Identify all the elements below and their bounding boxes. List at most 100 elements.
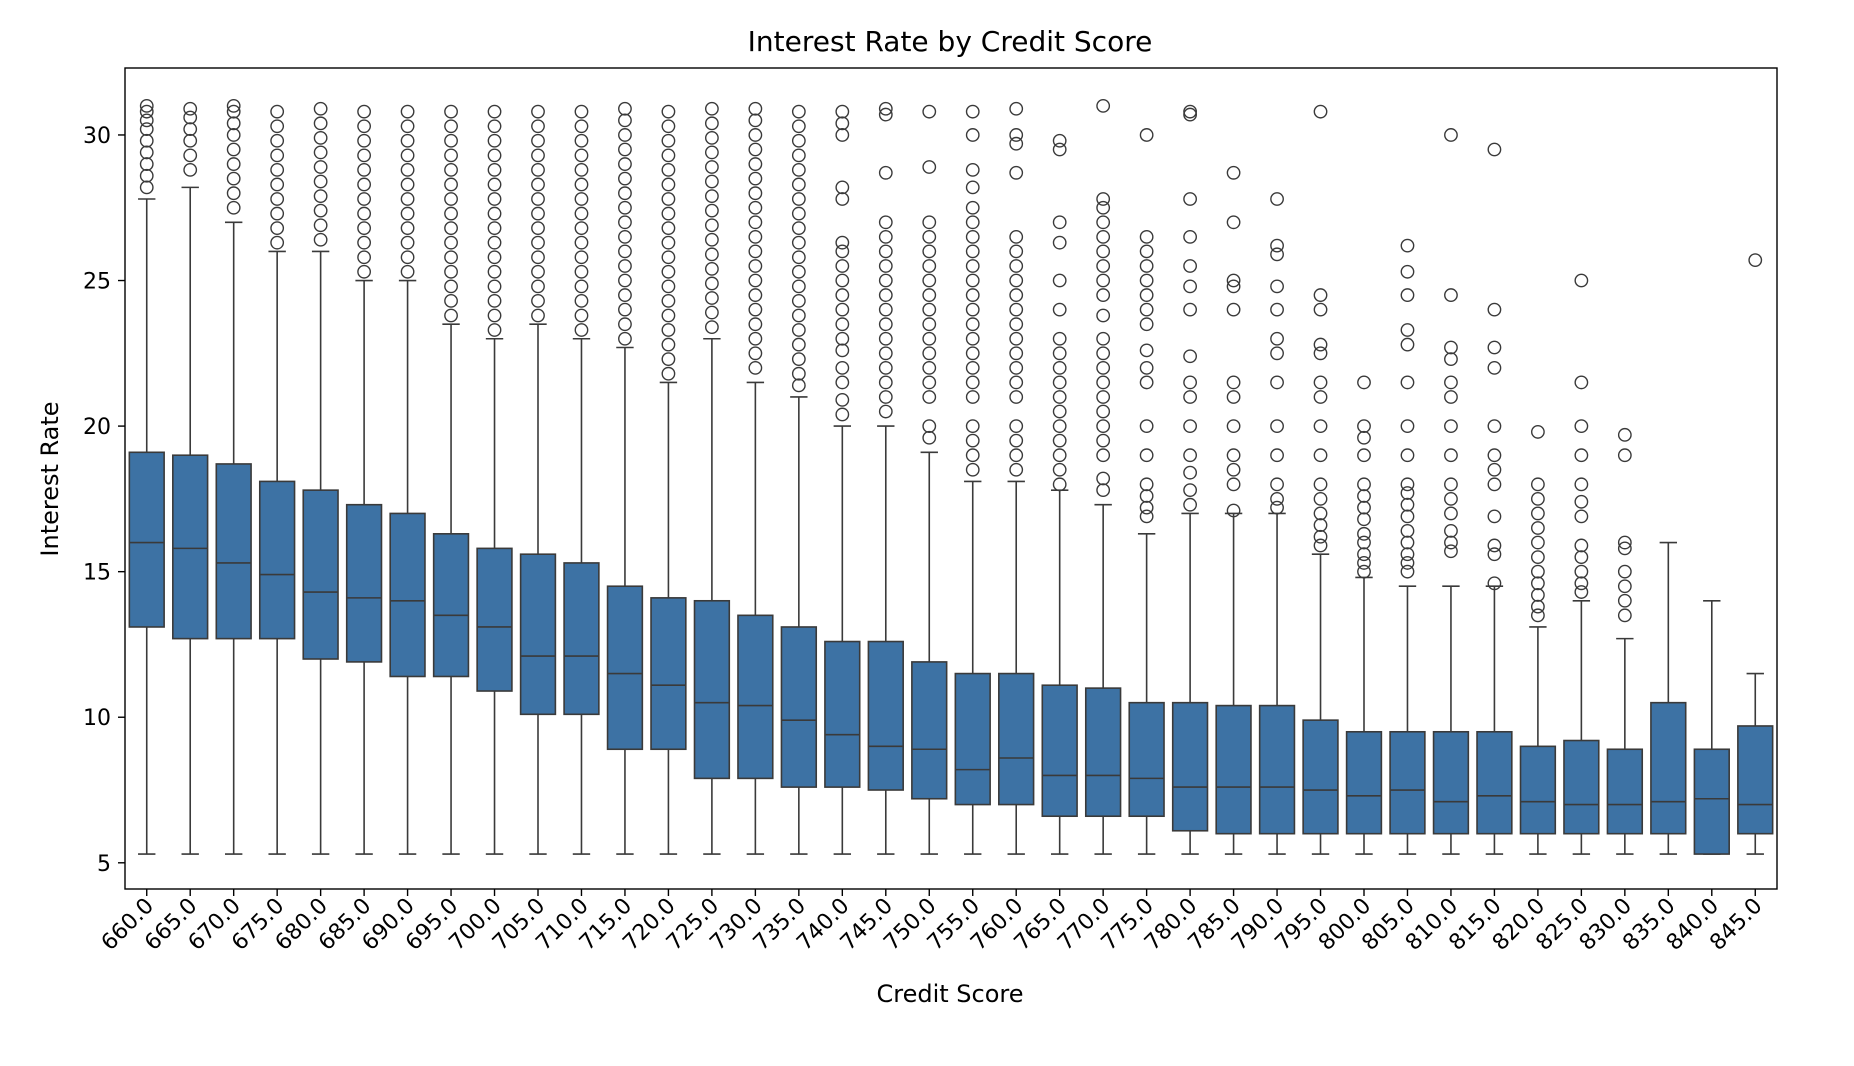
outlier-point [183, 110, 198, 125]
outlier-point [1487, 462, 1502, 477]
outlier-point [1313, 491, 1328, 506]
outlier-point [1096, 273, 1111, 288]
outlier-point [1009, 136, 1024, 151]
outlier-point [487, 206, 502, 221]
outlier-point [1226, 419, 1241, 433]
outlier-point [400, 177, 415, 192]
outlier-point [1574, 273, 1589, 288]
outlier-point [226, 104, 241, 119]
box-group [1650, 541, 1687, 855]
outlier-point [183, 122, 198, 137]
outlier-point [791, 294, 806, 308]
box-group [519, 104, 557, 855]
outlier-point [1139, 273, 1154, 288]
outlier-point [574, 250, 589, 265]
outlier-point [878, 101, 893, 116]
outlier-point [1313, 419, 1328, 433]
outlier-point [878, 390, 893, 404]
outlier-point [1357, 489, 1371, 503]
outlier-point [965, 288, 980, 302]
outlier-point [1183, 279, 1198, 294]
outlier-point [661, 206, 676, 221]
outlier-point [1226, 448, 1241, 463]
outlier-point [1313, 390, 1328, 404]
outlier-point [965, 390, 980, 404]
box [693, 599, 731, 780]
outlier-point [704, 276, 719, 291]
outlier-point [1400, 375, 1415, 390]
outlier-point [748, 302, 763, 317]
outlier-point [531, 279, 545, 294]
outlier-point [1096, 404, 1111, 419]
outlier-point [1444, 390, 1458, 404]
outlier-point [1444, 128, 1458, 142]
outlier-point [313, 203, 328, 218]
outlier-point [1270, 279, 1284, 294]
outlier-point [400, 148, 415, 163]
outlier-point [1009, 165, 1024, 180]
outlier-point [1617, 564, 1632, 579]
outlier-point [1400, 524, 1415, 538]
outlier-point [922, 346, 937, 361]
outlier-point [791, 148, 806, 163]
outlier-point [1226, 503, 1241, 518]
outlier-point [704, 261, 719, 276]
outlier-point [1270, 500, 1284, 515]
outlier-point [1096, 346, 1111, 361]
outlier-point [791, 352, 806, 367]
outlier-point [1357, 500, 1371, 515]
outlier-point [444, 148, 458, 163]
outlier-point [1096, 471, 1111, 486]
outlier-point [357, 221, 372, 236]
outlier-point [400, 162, 415, 177]
outlier-point [1139, 302, 1154, 317]
outlier-point [922, 215, 937, 230]
box [606, 585, 644, 751]
box [1041, 684, 1078, 818]
outlier-point [487, 104, 502, 119]
outlier-point [1313, 506, 1328, 521]
outlier-point [1009, 462, 1024, 477]
outlier-point [618, 273, 632, 288]
outlier-point [531, 221, 545, 236]
outlier-point [1487, 302, 1502, 317]
outlier-point [313, 116, 328, 131]
outlier-point [618, 244, 632, 259]
outlier-point [487, 177, 502, 192]
outlier-point [1183, 419, 1198, 433]
outlier-point [791, 264, 806, 279]
outlier-point [574, 177, 589, 192]
outlier-point [791, 206, 806, 221]
box [867, 640, 904, 791]
outlier-point [1400, 337, 1415, 352]
outlier-point [1183, 465, 1198, 480]
outlier-point [1096, 419, 1111, 433]
outlier-point [1574, 564, 1589, 579]
box [476, 547, 513, 692]
outlier-point [1009, 419, 1024, 433]
outlier-point [487, 119, 502, 134]
outlier-point [357, 264, 372, 279]
outlier-point [1009, 288, 1024, 302]
outlier-point [1270, 247, 1284, 262]
outlier-point [618, 229, 632, 244]
outlier-point [1357, 547, 1371, 562]
outlier-point [1139, 229, 1154, 244]
outlier-point [400, 104, 415, 119]
outlier-point [313, 160, 328, 174]
outlier-point [1530, 425, 1545, 439]
outlier-point [965, 448, 980, 463]
outlier-point [1052, 448, 1067, 463]
outlier-point [1487, 360, 1502, 375]
outlier-point [791, 366, 806, 381]
outlier-point [661, 337, 676, 352]
outlier-point [1270, 491, 1284, 506]
outlier-point [618, 113, 632, 128]
outlier-point [704, 291, 719, 305]
outlier-point [1052, 331, 1067, 346]
outlier-point [357, 104, 372, 119]
outlier-point [313, 101, 328, 116]
outlier-point [270, 148, 285, 163]
outlier-point [748, 346, 763, 361]
outlier-point [1444, 506, 1458, 521]
